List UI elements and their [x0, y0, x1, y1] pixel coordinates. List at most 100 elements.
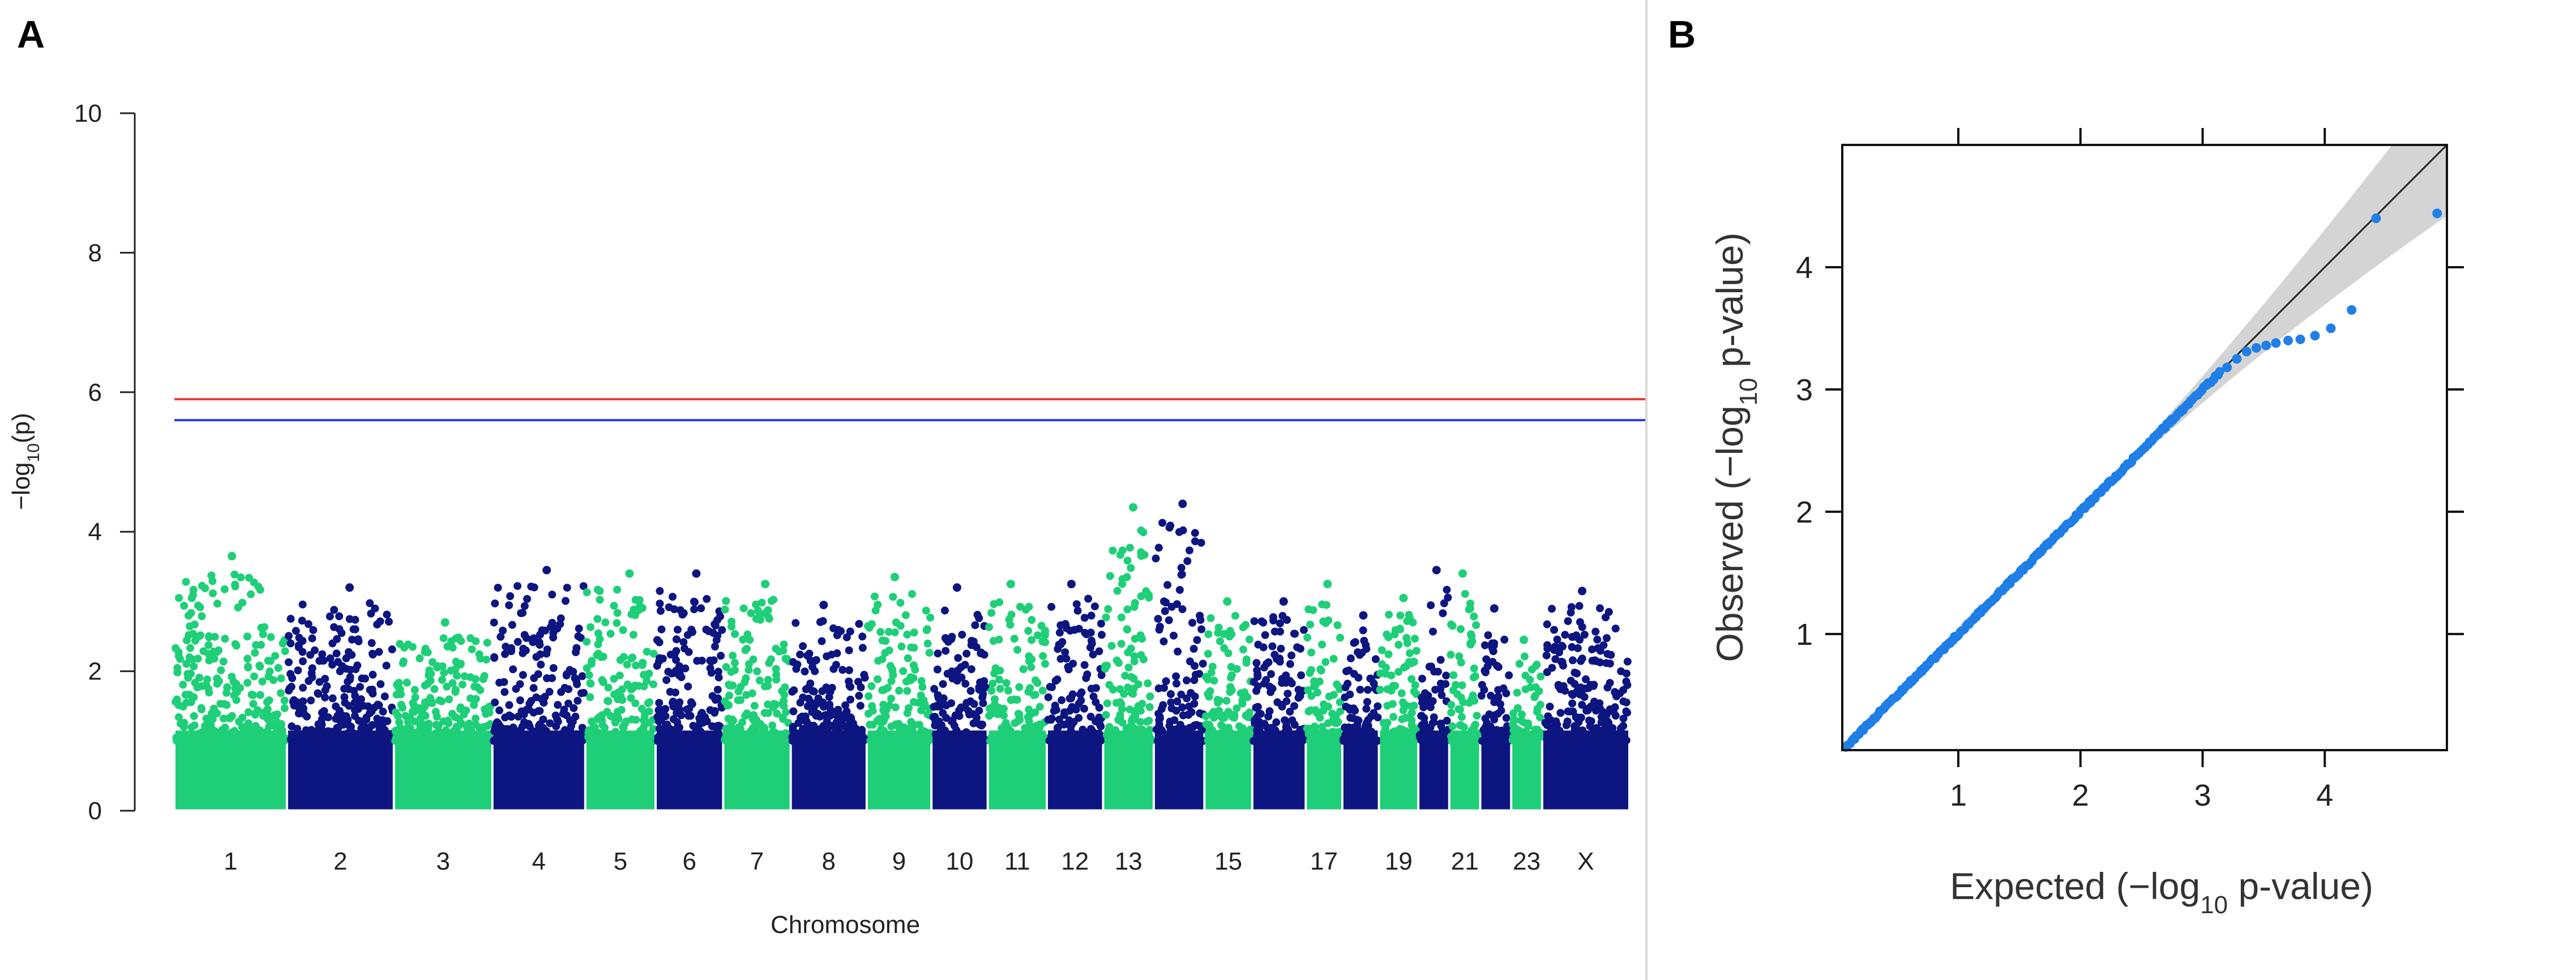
snp-point	[189, 591, 197, 600]
snp-point	[917, 691, 925, 700]
snp-point	[205, 632, 213, 640]
snp-point	[174, 713, 183, 721]
snp-point	[747, 609, 755, 617]
snp-point	[174, 648, 183, 656]
snp-point	[948, 737, 956, 745]
snp-point	[623, 660, 631, 669]
snp-point	[1513, 688, 1521, 697]
snp-point	[1472, 621, 1480, 630]
snp-point	[741, 712, 750, 720]
snp-point	[1188, 619, 1196, 627]
snp-point	[320, 707, 328, 715]
snp-point	[1066, 694, 1074, 703]
snp-point	[1400, 664, 1409, 672]
snp-point	[1261, 631, 1269, 639]
snp-point	[1423, 696, 1431, 704]
chromosome-15-top-snp	[1223, 597, 1232, 606]
y-tick-label: 0	[88, 797, 102, 825]
snp-point	[1084, 594, 1093, 603]
snp-point	[421, 648, 429, 656]
snp-point	[286, 670, 294, 678]
snp-point	[1173, 679, 1180, 688]
snp-point	[1235, 722, 1243, 730]
snp-point	[1546, 716, 1555, 724]
snp-point	[367, 707, 376, 716]
snp-point	[1577, 735, 1585, 744]
snp-point	[1573, 644, 1582, 652]
snp-point	[268, 721, 276, 730]
snp-point	[773, 709, 781, 718]
snp-point	[382, 661, 391, 670]
snp-point	[604, 683, 613, 692]
snp-point	[1082, 674, 1090, 682]
snp-point	[742, 691, 751, 699]
snp-point	[587, 679, 595, 688]
snp-point	[1516, 737, 1525, 744]
snp-point	[340, 684, 349, 693]
x-tick-label: 15	[1214, 848, 1242, 875]
snp-point	[1121, 671, 1129, 680]
snp-point	[1488, 737, 1497, 745]
snp-point	[1282, 722, 1290, 731]
snp-point	[183, 670, 192, 678]
snp-point	[594, 640, 602, 649]
snp-point	[941, 726, 949, 735]
snp-point	[383, 610, 391, 619]
snp-point	[1458, 681, 1466, 690]
snp-point	[351, 615, 360, 624]
snp-point	[1191, 529, 1199, 537]
snp-point	[256, 641, 265, 649]
snp-point	[303, 712, 311, 721]
snp-point	[754, 737, 762, 745]
snp-point	[254, 734, 262, 742]
panel-label-a: A	[17, 13, 45, 56]
snp-point	[1155, 720, 1163, 729]
snp-point	[1080, 704, 1088, 713]
snp-point	[1543, 641, 1551, 649]
snp-point	[1214, 698, 1222, 707]
snp-point	[298, 600, 307, 609]
snp-point	[919, 703, 928, 711]
snp-point	[1436, 656, 1445, 664]
snp-point	[472, 720, 480, 729]
snp-point	[1325, 692, 1333, 701]
snp-point	[1270, 627, 1279, 636]
snp-point	[545, 687, 554, 696]
snp-point	[1114, 716, 1123, 724]
snp-point	[1578, 701, 1586, 709]
snp-point	[548, 590, 557, 599]
snp-point	[1561, 631, 1569, 639]
snp-point	[263, 698, 271, 706]
qq-plot-frame	[1841, 144, 2448, 751]
snp-point	[741, 646, 750, 654]
snp-point	[249, 700, 258, 708]
snp-point	[799, 642, 807, 651]
snp-point	[1227, 737, 1235, 745]
snp-point	[508, 620, 516, 629]
snp-point	[520, 602, 529, 610]
snp-point	[421, 733, 430, 741]
snp-point	[1497, 707, 1505, 715]
snp-point	[255, 661, 264, 670]
snp-point	[1410, 658, 1418, 666]
chromosome-8-points	[788, 601, 869, 810]
snp-point	[981, 683, 990, 691]
snp-point	[1318, 600, 1326, 609]
snp-point	[913, 730, 922, 739]
snp-point	[1311, 681, 1320, 690]
manhattan-y-title-prefix: −log	[7, 462, 35, 510]
snp-point	[973, 610, 982, 619]
snp-point	[315, 657, 324, 665]
snp-point	[683, 631, 692, 639]
snp-point	[1588, 645, 1596, 654]
snp-point	[308, 673, 316, 682]
snp-point	[1159, 637, 1168, 645]
snp-point	[1167, 704, 1176, 713]
snp-point	[1076, 690, 1085, 699]
snp-point	[828, 732, 836, 741]
snp-point	[1060, 708, 1069, 717]
snp-point	[573, 680, 581, 688]
snp-point	[1430, 667, 1439, 676]
snp-point	[673, 724, 681, 733]
